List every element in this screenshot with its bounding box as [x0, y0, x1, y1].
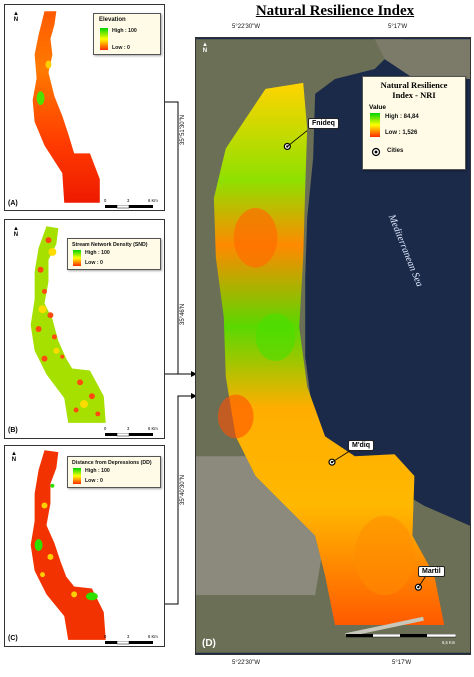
- distance-depressions-area: [30, 450, 106, 640]
- legend-gradient: [73, 468, 81, 484]
- legend-gradient: [100, 28, 108, 50]
- legend-gradient: [370, 113, 380, 137]
- panel-elevation: ▲ N Elevation High : 100 Low : 0 (A) 0 3…: [4, 4, 165, 211]
- north-arrow-icon: ▲: [202, 42, 208, 48]
- legend-gradient: [73, 250, 81, 266]
- stream-density-area: [30, 226, 106, 423]
- elevation-area: [32, 11, 100, 203]
- legend-low: Low : 0: [85, 478, 103, 484]
- scale-label-6: 6 Km: [148, 634, 158, 639]
- urban-patch: [196, 456, 326, 596]
- legend-low: Low : 0: [112, 45, 130, 51]
- legend-high: High : 100: [112, 28, 137, 34]
- connector-c: [165, 393, 197, 605]
- panel-letter: (C): [8, 635, 18, 642]
- coord-bottom-left: 5°22'30"W: [232, 660, 261, 666]
- connector-arrows: [165, 101, 197, 605]
- scale-label-6: 6 Km: [148, 426, 158, 431]
- legend-value-label: Value: [369, 104, 386, 111]
- panel-letter: (B): [8, 427, 18, 434]
- north-arrow-icon: ▲: [13, 226, 19, 232]
- stream-density-map: [30, 226, 106, 423]
- scale-label-3: 3: [127, 198, 130, 203]
- panel-letter: (A): [8, 200, 18, 207]
- coord-top-left: 5°22'30"W: [232, 24, 261, 30]
- elevation-legend: Elevation High : 100 Low : 0: [93, 13, 161, 55]
- north-arrow: ▲ N: [13, 11, 19, 23]
- coord-lat-1: 35°51'30"N: [180, 114, 186, 145]
- legend-low: Low : 1,526: [385, 130, 418, 136]
- panel-distance-depressions: ▲ N Distance from Depressions (DD) High …: [4, 445, 165, 647]
- coord-bottom-right: 5°17'W: [392, 660, 412, 666]
- city-label-martil: Martil: [418, 566, 445, 577]
- stream-density-legend: Stream Network Density (SND) High : 100 …: [67, 238, 161, 270]
- north-arrow-icon: ▲: [11, 451, 17, 457]
- coord-lat-3: 35°40'30"N: [180, 474, 186, 505]
- legend-high: High : 100: [85, 468, 110, 474]
- legend-high: High : 84,84: [385, 114, 419, 120]
- north-arrow: ▲ N: [202, 42, 208, 54]
- north-arrow: ▲ N: [11, 451, 17, 463]
- connector-a: [165, 101, 179, 374]
- nri-legend: Natural Resilience Index - NRI Value Hig…: [362, 76, 466, 170]
- coast-hills: [374, 39, 470, 79]
- coord-top-right: 5°17'W: [388, 24, 408, 30]
- scale-label-end: 6,5 Km: [442, 640, 456, 645]
- legend-low: Low : 0: [85, 260, 103, 266]
- legend-title: Elevation: [99, 17, 126, 23]
- city-label-mdiq: M'diq: [348, 440, 374, 451]
- legend-title: Distance from Depressions (DD): [72, 460, 152, 466]
- scale-label-6: 6 Km: [148, 198, 158, 203]
- coord-lat-2: 35°46'N: [180, 303, 186, 325]
- distance-depressions-map: [30, 450, 106, 640]
- north-arrow-icon: ▲: [13, 11, 19, 17]
- scale-label-3: 3: [127, 426, 130, 431]
- scale-bar: [346, 634, 456, 638]
- scale-bar: [105, 433, 153, 437]
- panel-stream-density: ▲ N Stream Network Density (SND) High : …: [4, 219, 165, 439]
- scale-bar: [105, 205, 153, 209]
- city-label-fnideq: Fnideq: [308, 118, 339, 129]
- north-arrow: ▲ N: [13, 226, 19, 238]
- panel-nri: ▲ N Mediterranean Sea Fnideq M'diq Marti…: [195, 37, 471, 655]
- elevation-map: [32, 11, 100, 203]
- legend-title-line1: Natural Resilience: [380, 80, 448, 90]
- scale-label-0: 0: [104, 426, 107, 431]
- nri-map: [196, 39, 470, 653]
- legend-high: High : 100: [85, 250, 110, 256]
- cities-legend-icon: [371, 147, 381, 157]
- legend-title: Stream Network Density (SND): [72, 242, 148, 248]
- main-title: Natural Resilience Index: [255, 3, 415, 19]
- legend-cities: Cities: [387, 148, 404, 154]
- scale-label-0: 0: [104, 634, 107, 639]
- scale-bar: [105, 641, 153, 645]
- legend-title-line2: Index - NRI: [392, 90, 436, 100]
- panel-letter: (D): [202, 638, 216, 649]
- distance-depressions-legend: Distance from Depressions (DD) High : 10…: [67, 456, 161, 488]
- scale-label-3: 3: [127, 634, 130, 639]
- scale-label-0: 0: [104, 198, 107, 203]
